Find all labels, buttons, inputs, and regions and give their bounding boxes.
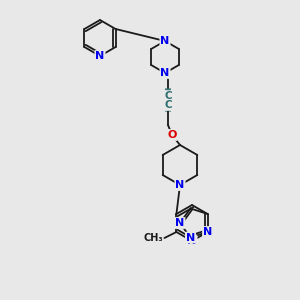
Text: C: C	[164, 100, 172, 110]
Text: N: N	[95, 51, 105, 61]
Text: N: N	[175, 218, 184, 228]
Text: N: N	[186, 232, 195, 243]
Text: N: N	[188, 236, 196, 246]
Text: O: O	[167, 130, 177, 140]
Text: N: N	[160, 36, 169, 46]
Text: N: N	[160, 68, 169, 78]
Text: N: N	[176, 180, 184, 190]
Text: N: N	[203, 227, 212, 237]
Text: CH₃: CH₃	[144, 233, 164, 243]
Text: C: C	[164, 91, 172, 101]
